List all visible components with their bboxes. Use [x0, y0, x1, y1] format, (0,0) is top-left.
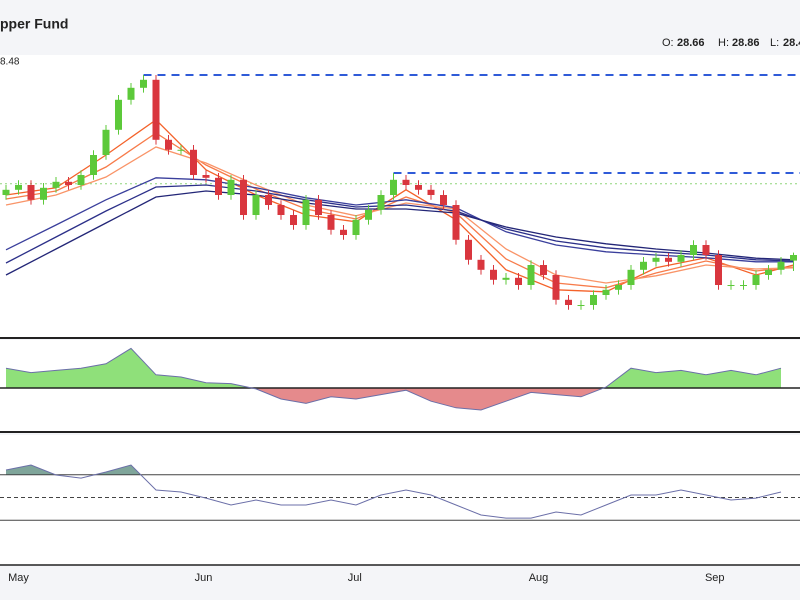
candle-body: [602, 289, 610, 295]
candle-body: [340, 229, 347, 235]
candle-body: [327, 215, 335, 230]
moving-average: [5, 184, 794, 264]
oscillator-area-negative: [6, 388, 781, 410]
candle-body: [490, 269, 497, 280]
candle-body: [440, 195, 447, 205]
candle-body: [727, 285, 735, 286]
candle-body: [290, 215, 297, 225]
candle-body: [377, 195, 385, 210]
candle-body: [277, 205, 285, 215]
candle-body: [15, 185, 22, 190]
ohlc-value: 28.4: [783, 37, 800, 49]
candle-body: [352, 219, 360, 235]
candle-body: [652, 257, 660, 262]
candle-body: [765, 269, 772, 275]
candle-body: [65, 181, 72, 185]
candle-body: [677, 255, 685, 262]
candle-body: [715, 255, 722, 285]
chart-title: pper Fund: [0, 16, 68, 32]
candle-body: [140, 79, 147, 88]
ohlc-label: H:: [718, 37, 729, 49]
candle-body: [552, 275, 560, 300]
candle-body: [302, 199, 310, 225]
candle-body: [615, 285, 622, 290]
candle-body: [402, 179, 410, 185]
x-tick-label: May: [8, 572, 29, 584]
candle-body: [40, 187, 47, 200]
candle-body: [2, 189, 10, 195]
price-panel: [0, 55, 800, 338]
moving-average: [5, 177, 794, 263]
ohlc-value: 28.86: [732, 37, 760, 49]
candle-body: [190, 149, 197, 175]
candle-body: [240, 179, 247, 215]
candle-body: [577, 305, 585, 306]
candle-body: [590, 295, 597, 305]
candle-body: [102, 129, 110, 155]
candle-body: [315, 199, 322, 215]
ohlc-label: L:: [770, 37, 779, 49]
candle-body: [127, 87, 135, 100]
candle-body: [252, 195, 260, 215]
candle-body: [152, 79, 160, 140]
rsi-panel: [0, 435, 800, 565]
ohlc-label: O:: [662, 37, 674, 49]
candle-body: [665, 257, 672, 262]
candle-body: [265, 195, 272, 205]
candle-body: [502, 277, 510, 280]
x-tick-label: Jul: [348, 572, 362, 584]
candle-body: [477, 259, 485, 270]
price-label: 8.48: [0, 57, 20, 68]
candle-body: [540, 265, 547, 275]
candle-body: [790, 255, 797, 261]
candle-body: [777, 261, 785, 270]
candle-body: [165, 139, 172, 150]
candle-body: [740, 285, 747, 286]
candle-body: [227, 179, 235, 195]
oscillator-area-positive: [6, 348, 781, 388]
candle-body: [627, 269, 635, 285]
candle-body: [215, 177, 222, 195]
x-tick-label: Aug: [529, 572, 549, 584]
moving-average: [5, 190, 794, 276]
candle-body: [702, 245, 710, 255]
candle-body: [752, 275, 760, 285]
moving-average: [5, 146, 794, 284]
candle-body: [115, 99, 122, 130]
candle-body: [365, 209, 372, 220]
candle-body: [90, 155, 97, 175]
candle-body: [177, 149, 185, 151]
candle-body: [452, 205, 460, 240]
candle-body: [527, 265, 535, 285]
candle-body: [515, 277, 522, 285]
candle-body: [77, 175, 85, 185]
candle-body: [202, 175, 210, 178]
candle-body: [690, 245, 697, 255]
candle-body: [27, 185, 35, 200]
candle-body: [640, 261, 647, 270]
rsi-line: [5, 464, 782, 519]
candle-body: [427, 189, 435, 195]
x-tick-label: Jun: [195, 572, 213, 584]
oscillator-line: [5, 347, 782, 411]
candle-body: [565, 299, 572, 305]
candle-body: [390, 179, 397, 195]
x-tick-label: Sep: [705, 572, 725, 584]
ohlc-value: 28.66: [677, 37, 705, 49]
candle-body: [52, 181, 60, 188]
moving-average: [5, 132, 794, 289]
candle-body: [465, 239, 472, 260]
candle-body: [415, 185, 422, 190]
